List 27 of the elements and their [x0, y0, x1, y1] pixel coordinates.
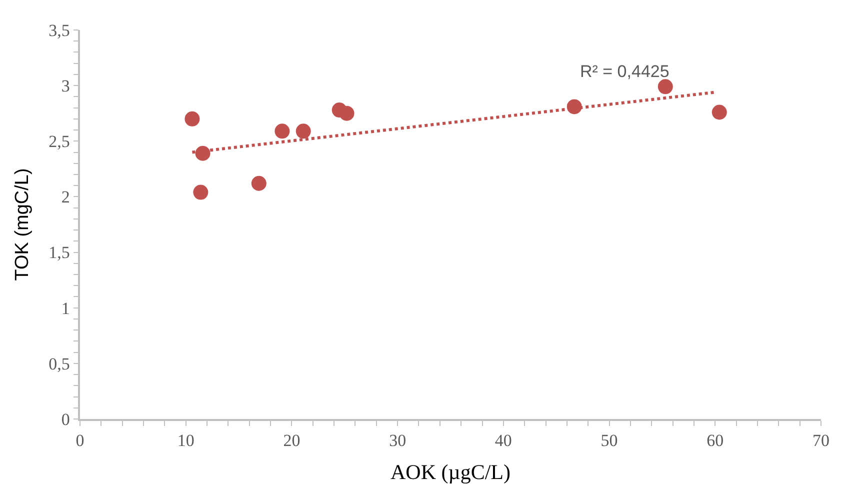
y-tick-label: 1,5: [48, 243, 70, 262]
x-tick-label: 50: [600, 431, 618, 450]
x-tick-label: 0: [76, 431, 84, 450]
y-tick-label: 1: [61, 298, 70, 318]
point: [658, 79, 673, 94]
point: [296, 124, 311, 139]
y-tick-label: 3: [61, 76, 70, 96]
y-tick-label: 0,5: [48, 354, 70, 374]
x-tick-label: 60: [706, 431, 724, 450]
y-tick-label: 2: [61, 188, 70, 207]
x-tick-label: 10: [177, 431, 194, 450]
y-tick-label: 0: [61, 410, 70, 429]
x-tick-label: 40: [494, 431, 512, 450]
y-tick-label: 3,5: [48, 20, 70, 40]
point: [339, 106, 354, 121]
x-axis-title: AOK (µgC/L): [390, 460, 511, 484]
point: [184, 111, 200, 126]
y-axis-title: TOK (mgC/L): [12, 168, 33, 281]
point: [251, 176, 266, 191]
x-tick-label: 20: [283, 431, 300, 450]
point: [274, 124, 290, 139]
y-tick-label: 2,5: [48, 132, 70, 152]
x-tick-label: 70: [812, 431, 830, 450]
point: [193, 184, 208, 200]
x-tick-label: 30: [389, 431, 406, 450]
point: [712, 104, 727, 120]
annotation: R² = 0,4425: [580, 62, 670, 81]
